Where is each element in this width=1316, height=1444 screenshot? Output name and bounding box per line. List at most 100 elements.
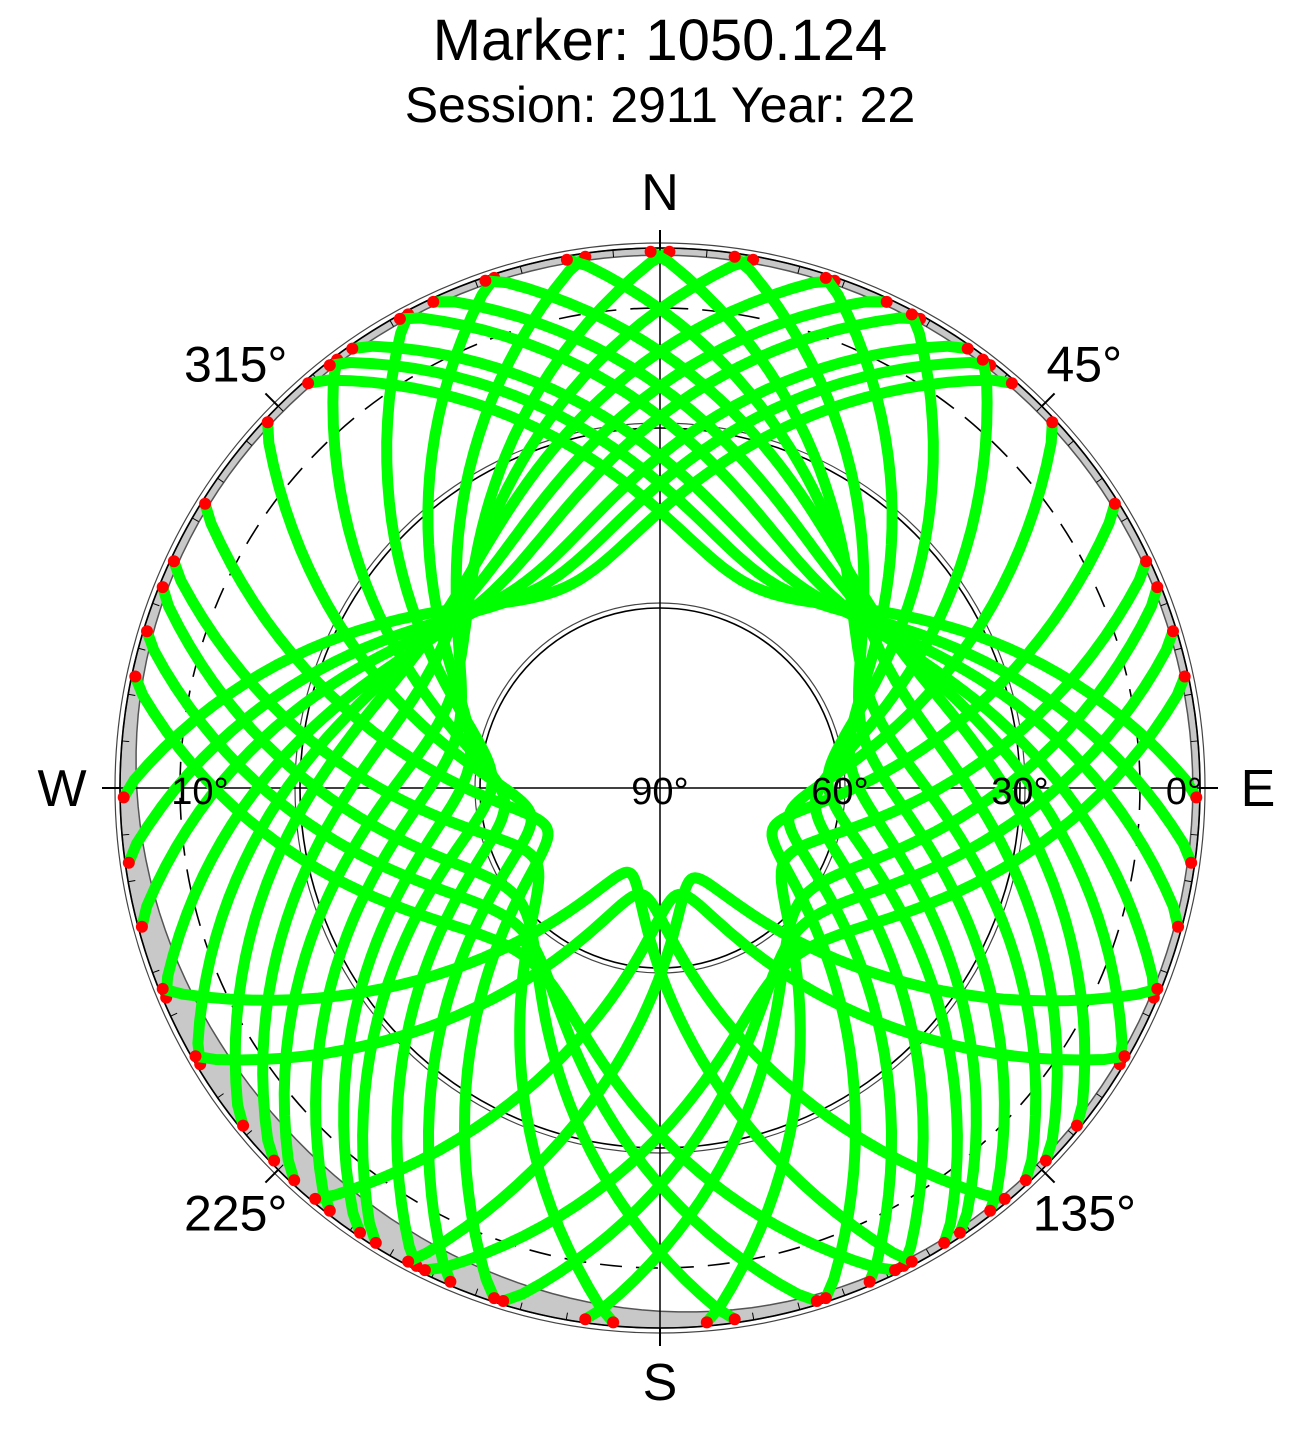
satellite-track <box>199 498 554 1304</box>
satellite-track <box>278 246 675 1186</box>
azimuth-minor-tick <box>841 1288 846 1296</box>
satellite-track <box>302 374 1202 803</box>
azimuth-minor-tick <box>797 266 801 274</box>
low-elevation-point <box>700 1316 713 1329</box>
low-elevation-point <box>1185 856 1198 869</box>
low-elevation-point <box>323 1204 336 1217</box>
low-elevation-point <box>167 555 180 568</box>
azimuth-tick <box>264 392 279 407</box>
low-elevation-point <box>889 1264 902 1277</box>
azimuth-minor-tick <box>122 740 130 743</box>
azimuth-minor-tick <box>474 1288 479 1296</box>
azimuth-minor-tick <box>1160 969 1168 974</box>
azimuth-minor-tick <box>170 1012 178 1017</box>
azimuth-minor-tick <box>152 969 160 974</box>
satellite-track <box>479 275 1091 1132</box>
low-elevation-point <box>444 1275 457 1288</box>
chart-subtitle: Session: 2911 Year: 22 <box>405 77 916 133</box>
direction-north-label: N <box>641 164 679 222</box>
azimuth-minor-tick <box>128 693 136 696</box>
low-elevation-point <box>961 342 974 355</box>
azimuth-minor-tick <box>152 602 160 607</box>
azimuth-minor-tick <box>474 280 479 288</box>
azimuth-minor-tick <box>128 880 136 883</box>
azimuth-minor-tick <box>122 833 130 836</box>
azimuth-minor-tick <box>192 517 199 523</box>
azimuth-label: 315° <box>184 337 287 393</box>
azimuth-minor-tick <box>389 320 395 327</box>
satellite-track <box>402 872 1163 1268</box>
low-elevation-point <box>117 791 130 804</box>
satellite-track <box>766 498 1121 1304</box>
satellite-track <box>419 671 1191 1276</box>
low-elevation-point <box>998 1192 1011 1205</box>
low-elevation-point <box>323 359 336 372</box>
low-elevation-point <box>1039 1154 1052 1167</box>
low-elevation-point <box>1019 1174 1032 1187</box>
low-elevation-point <box>938 1236 951 1249</box>
azimuth-minor-tick <box>1190 740 1198 743</box>
low-elevation-point <box>984 1204 997 1217</box>
chart-title: Marker: 1050.124 <box>433 8 888 73</box>
low-elevation-point <box>488 1292 501 1305</box>
azimuth-minor-tick <box>1121 517 1128 523</box>
satellite-track <box>157 581 741 1325</box>
low-elevation-point <box>607 1316 620 1329</box>
low-elevation-point <box>1167 625 1179 638</box>
low-elevation-point <box>1190 791 1203 804</box>
azimuth-minor-tick <box>925 1249 931 1256</box>
satellite-track <box>579 581 1163 1325</box>
azimuth-minor-tick <box>1174 647 1182 651</box>
direction-south-label: S <box>643 1354 678 1412</box>
low-elevation-point <box>288 1174 301 1187</box>
satellite-track <box>190 888 1011 1205</box>
low-elevation-point <box>1070 1119 1083 1132</box>
azimuth-minor-tick <box>1096 477 1103 483</box>
azimuth-minor-tick <box>1142 1012 1150 1017</box>
low-elevation-point <box>354 1226 366 1239</box>
low-elevation-point <box>810 1295 823 1307</box>
azimuth-minor-tick <box>1036 405 1043 412</box>
low-elevation-point <box>346 342 359 355</box>
azimuth-minor-tick <box>389 1249 395 1256</box>
low-elevation-point <box>402 1255 415 1268</box>
azimuth-minor-tick <box>705 250 708 258</box>
low-elevation-point <box>1151 982 1164 995</box>
low-elevation-point <box>261 416 274 429</box>
satellite-track <box>129 671 901 1276</box>
low-elevation-point <box>863 1275 876 1288</box>
azimuth-minor-tick <box>138 647 146 651</box>
low-elevation-point <box>135 920 148 933</box>
axis-labels: 45° 135° 225° 315° 90° 60° 30° 0° 10° <box>171 337 1202 1242</box>
low-elevation-point <box>1005 377 1018 390</box>
low-elevation-point <box>819 271 832 284</box>
azimuth-minor-tick <box>612 250 615 258</box>
azimuth-minor-tick <box>1096 1093 1103 1099</box>
low-elevation-point <box>369 1236 382 1249</box>
azimuth-tick <box>1041 1169 1056 1184</box>
azimuth-label: 225° <box>184 1185 287 1241</box>
azimuth-minor-tick <box>217 1093 224 1099</box>
low-elevation-point <box>156 581 169 594</box>
elevation-label: 60° <box>811 771 868 813</box>
low-elevation-point <box>728 250 741 263</box>
satellite-track <box>136 340 974 933</box>
low-elevation-point <box>1178 670 1191 683</box>
azimuth-minor-tick <box>565 1312 568 1320</box>
low-elevation-point <box>237 1119 250 1132</box>
azimuth-tick <box>264 1169 279 1184</box>
low-elevation-point <box>189 1050 202 1063</box>
azimuth-minor-tick <box>246 1130 253 1136</box>
azimuth-minor-tick <box>841 280 846 288</box>
low-elevation-point <box>644 245 657 258</box>
low-elevation-point <box>905 1255 918 1268</box>
low-elevation-point <box>728 1313 741 1326</box>
azimuth-minor-tick <box>246 440 253 446</box>
azimuth-minor-tick <box>797 1302 801 1310</box>
low-elevation-point <box>268 1154 281 1167</box>
elevation-label: 30° <box>991 771 1048 813</box>
azimuth-tick <box>1041 392 1056 407</box>
low-elevation-point <box>1172 920 1185 933</box>
elevation-label: 10° <box>171 771 228 813</box>
